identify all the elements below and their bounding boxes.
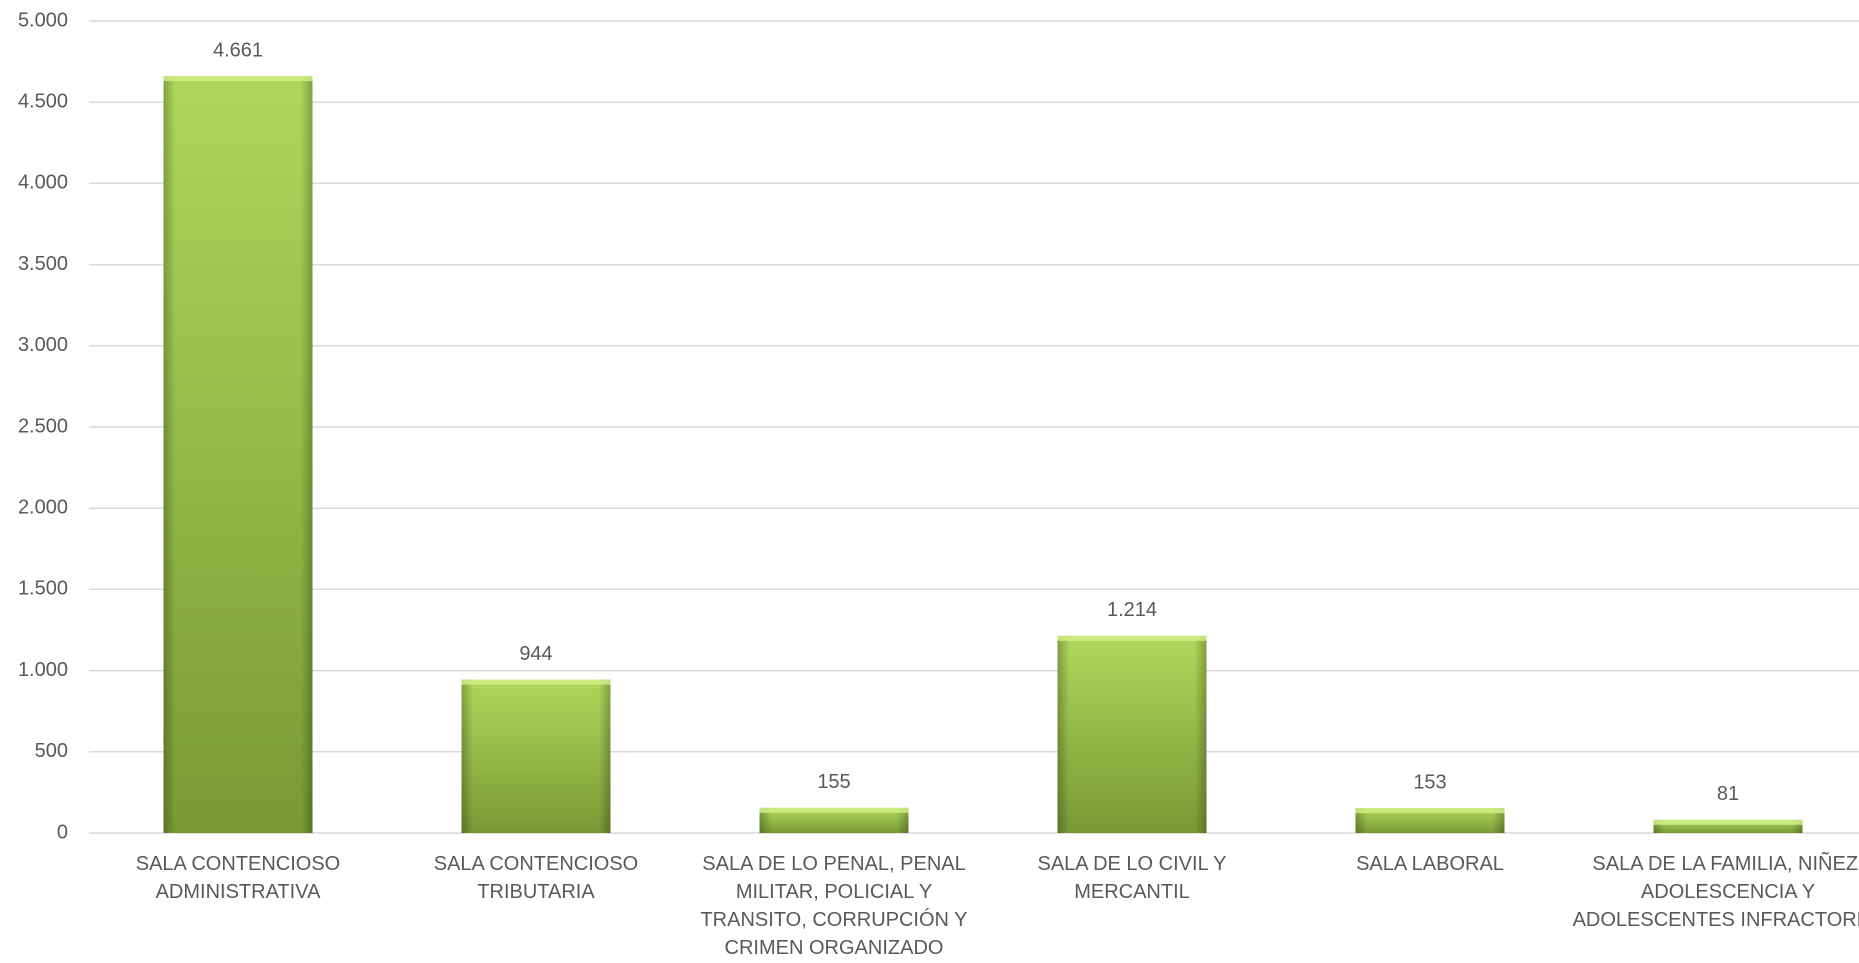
y-tick-label: 5.000 <box>18 9 68 31</box>
x-tick-label: SALA CONTENCIOSO TRIBUTARIA <box>434 853 639 903</box>
data-label: 155 <box>817 771 850 793</box>
data-label: 944 <box>519 643 552 665</box>
bar-bevel <box>759 807 909 813</box>
data-label: 81 <box>1717 783 1739 805</box>
y-tick-label: 1.500 <box>18 578 68 600</box>
y-tick-label: 3.500 <box>18 253 68 275</box>
bar-shade <box>461 679 611 833</box>
bar-bevel <box>1355 808 1505 814</box>
y-tick-label: 500 <box>35 740 68 762</box>
y-tick-label: 1.000 <box>18 659 68 681</box>
bar-bevel <box>461 679 611 685</box>
x-tick-label: SALA DE LO CIVIL Y MERCANTIL <box>1038 853 1227 903</box>
bar-bevel <box>163 76 313 82</box>
x-tick-label: SALA DE LO PENAL, PENAL MILITAR, POLICIAL… <box>700 853 967 959</box>
bar-shade <box>1057 635 1207 833</box>
y-tick-label: 3.000 <box>18 334 68 356</box>
y-tick-label: 2.000 <box>18 496 68 518</box>
data-label: 1.214 <box>1107 599 1157 621</box>
bar-shade <box>163 76 313 834</box>
data-label: 4.661 <box>213 39 263 61</box>
y-tick-label: 4.500 <box>18 90 68 112</box>
y-tick-label: 0 <box>57 821 68 843</box>
x-tick-label: SALA DE LA FAMILIA, NIÑEZ, ADOLESCENCIA Y… <box>1573 851 1859 931</box>
x-tick-label: SALA CONTENCIOSO ADMINISTRATIVA <box>136 853 341 903</box>
y-tick-label: 4.000 <box>18 172 68 194</box>
x-tick-label: SALA LABORAL <box>1356 853 1504 875</box>
bar-bevel <box>1057 635 1207 641</box>
bar-bevel <box>1653 819 1803 825</box>
y-tick-label: 2.500 <box>18 415 68 437</box>
data-label: 153 <box>1413 771 1446 793</box>
